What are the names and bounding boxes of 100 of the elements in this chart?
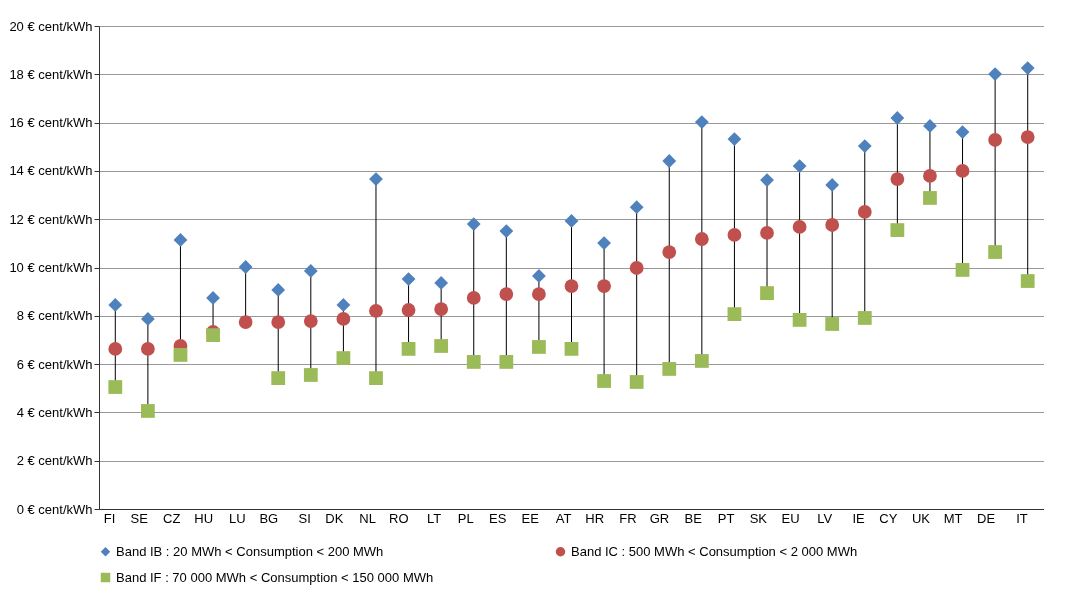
point <box>238 260 253 274</box>
legend-label: Band IB : 20 MWh < Consumption < 200 MWh <box>116 543 384 559</box>
point <box>760 286 774 300</box>
point <box>271 283 286 297</box>
point <box>108 298 123 312</box>
x-tick-label: RO <box>389 510 409 526</box>
point <box>434 302 449 316</box>
x-tick-label: GR <box>649 510 670 526</box>
y-tick-label: 12 € cent/kWh <box>9 211 93 227</box>
point <box>140 342 155 356</box>
y-tick-label: 8 € cent/kWh <box>16 308 93 324</box>
point <box>140 404 155 418</box>
point <box>434 276 449 290</box>
point <box>597 279 611 293</box>
x-tick-label: HR <box>585 510 605 526</box>
x-tick-label: FR <box>619 510 637 526</box>
x-tick-label: CZ <box>163 510 181 526</box>
point <box>499 224 514 238</box>
x-tick-label: SE <box>130 510 149 526</box>
x-tick-label: IT <box>1016 510 1028 526</box>
x-tick-label: LU <box>229 510 246 526</box>
point <box>369 172 383 186</box>
point <box>597 374 611 388</box>
point <box>108 380 123 394</box>
point <box>466 291 481 305</box>
y-tick-label: 18 € cent/kWh <box>9 66 93 82</box>
point <box>1020 61 1035 75</box>
x-tick-label: MT <box>943 510 963 526</box>
point <box>532 269 546 283</box>
point <box>629 261 644 275</box>
point <box>825 178 840 192</box>
point <box>923 191 937 205</box>
point <box>857 205 872 219</box>
point <box>727 307 742 321</box>
point <box>303 314 318 328</box>
x-tick-label: BG <box>259 510 279 526</box>
point <box>173 233 188 247</box>
y-tick-label: 14 € cent/kWh <box>9 163 93 179</box>
point <box>564 214 579 228</box>
point <box>857 311 872 325</box>
y-tick-label: 6 € cent/kWh <box>16 356 93 372</box>
point <box>988 245 1003 259</box>
point <box>988 133 1003 147</box>
x-tick-label: LT <box>426 510 442 526</box>
point <box>988 67 1003 81</box>
point <box>271 315 286 329</box>
x-tick-label: NL <box>359 510 376 526</box>
point <box>369 371 383 385</box>
x-tick-label: EE <box>521 510 540 526</box>
x-tick-label: AT <box>555 510 572 526</box>
point <box>336 312 351 326</box>
x-tick-label: DK <box>325 510 344 526</box>
point <box>792 220 807 234</box>
point <box>564 279 579 293</box>
point <box>890 111 905 125</box>
y-tick-label: 4 € cent/kWh <box>16 404 93 420</box>
point <box>108 342 123 356</box>
point <box>206 291 220 305</box>
point <box>238 315 253 329</box>
point <box>760 226 774 240</box>
x-tick-label: SK <box>749 510 768 526</box>
legend-label: Band IC : 500 MWh < Consumption < 2 000 MWh <box>571 543 858 559</box>
point <box>792 313 807 327</box>
point <box>694 115 709 130</box>
x-tick-label: FI <box>103 510 116 526</box>
point <box>466 217 481 231</box>
point <box>1020 130 1035 144</box>
point <box>499 355 514 369</box>
point <box>532 287 546 301</box>
point <box>694 354 709 368</box>
point <box>629 200 644 215</box>
point <box>597 236 611 250</box>
point <box>401 272 416 286</box>
y-tick-label: 16 € cent/kWh <box>9 115 93 131</box>
y-tick-label: 2 € cent/kWh <box>16 453 93 469</box>
point <box>434 339 449 353</box>
point <box>727 132 742 146</box>
point <box>532 340 546 354</box>
x-tick-label: BE <box>684 510 703 526</box>
point <box>206 328 220 343</box>
point <box>499 287 514 301</box>
point <box>564 341 579 356</box>
point <box>401 341 416 356</box>
point <box>303 368 318 382</box>
point <box>662 245 677 259</box>
x-tick-label: CY <box>879 510 898 526</box>
x-tick-label: LV <box>817 510 833 526</box>
point <box>336 298 351 312</box>
point <box>890 223 905 237</box>
x-tick-label: HU <box>194 510 214 526</box>
point <box>303 263 318 278</box>
point <box>662 362 677 376</box>
point <box>923 169 937 183</box>
x-tick-label: ES <box>488 510 507 526</box>
point <box>955 125 970 139</box>
point <box>890 172 905 186</box>
x-tick-label: DE <box>977 510 996 526</box>
x-tick-label: PT <box>717 510 735 526</box>
point <box>955 164 970 178</box>
point <box>955 263 970 277</box>
